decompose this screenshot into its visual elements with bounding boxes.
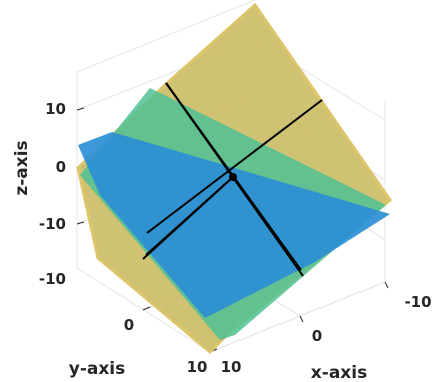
x-tick-label: 0 (312, 327, 322, 345)
intersection-lines (142, 82, 323, 277)
z-tick-mark (76, 221, 85, 225)
y-tick-label: 0 (124, 316, 134, 334)
intersection-line (146, 99, 323, 234)
intersection-point (229, 173, 237, 181)
z-tick-labels: 10 0 -10 -10 (39, 100, 66, 288)
z-tick-mark (76, 107, 85, 111)
x-tick-label: -10 (404, 293, 431, 311)
x-tick-label: 10 (221, 358, 242, 376)
plane-blue (78, 132, 390, 318)
z-tick-label: 10 (45, 100, 66, 118)
z-tick-label: -10 (39, 215, 66, 233)
y-tick-labels: 0 10 (124, 316, 208, 376)
x-tick-mark (384, 281, 389, 289)
y-axis-label: y-axis (69, 359, 126, 379)
y-tick-mark (142, 306, 151, 311)
grid-line (209, 281, 386, 353)
z-tick-label: -10 (39, 270, 66, 288)
x-tick-labels: 10 0 -10 (221, 293, 432, 376)
x-axis-label: x-axis (311, 363, 367, 382)
y-tick-label: 10 (187, 358, 208, 376)
x-tick-mark (299, 315, 304, 323)
intersection-line (145, 176, 234, 256)
grid-line (76, 0, 256, 73)
z-tick-label: 0 (56, 158, 66, 176)
z-axis-label: z-axis (12, 140, 32, 195)
